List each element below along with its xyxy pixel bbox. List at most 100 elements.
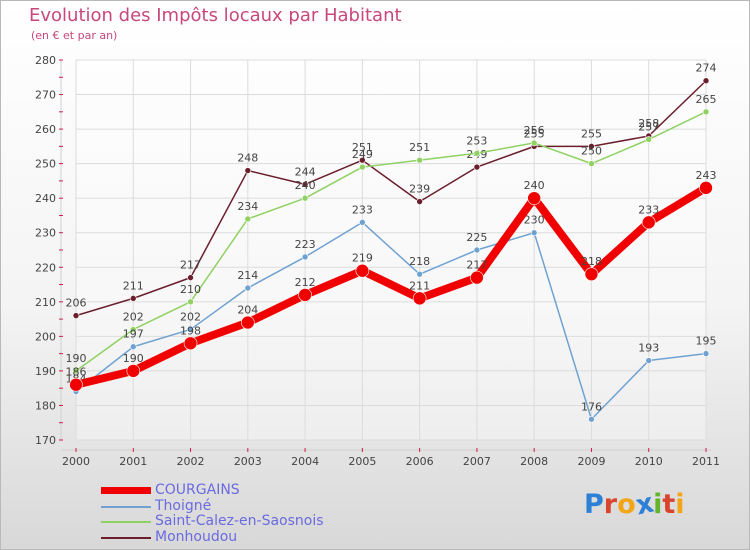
- data-point: [241, 315, 255, 330]
- data-label: 225: [466, 231, 487, 244]
- data-point: [645, 357, 653, 364]
- proxiti-logo: Proxiti: [584, 488, 685, 522]
- data-point: [416, 198, 423, 205]
- data-point: [473, 163, 481, 171]
- legend-swatch-thoigne: [101, 505, 151, 508]
- data-label: 233: [352, 203, 373, 216]
- y-tick-label: 210: [35, 296, 56, 309]
- data-label: 190: [123, 352, 144, 365]
- data-point: [359, 219, 366, 226]
- y-tick-label: 270: [35, 89, 56, 102]
- x-tick-label: 2005: [348, 455, 376, 468]
- data-point: [645, 136, 653, 143]
- data-point: [355, 263, 370, 278]
- data-label: 255: [581, 127, 602, 140]
- data-point: [244, 284, 252, 292]
- legend-label-courgains: COURGAINS: [155, 482, 240, 498]
- data-point: [527, 191, 541, 205]
- data-label: 190: [66, 352, 87, 365]
- x-tick-label: 2003: [234, 455, 262, 468]
- data-label: 249: [352, 148, 373, 161]
- legend-label-saint-calez: Saint-Calez-en-Saosnois: [155, 513, 324, 529]
- data-point: [129, 326, 137, 333]
- data-label: 244: [295, 165, 316, 178]
- data-point: [187, 298, 194, 306]
- series-line: [75, 80, 707, 317]
- data-label: 210: [180, 283, 201, 296]
- data-point: [412, 291, 427, 306]
- data-label: 251: [409, 141, 430, 154]
- y-tick-label: 240: [35, 192, 56, 205]
- x-tick-label: 2004: [291, 455, 319, 468]
- y-tick-label: 180: [35, 399, 56, 412]
- data-point: [584, 267, 599, 281]
- data-point: [72, 312, 80, 319]
- y-tick-label: 230: [35, 227, 56, 240]
- data-label: 218: [409, 255, 430, 268]
- logo-letter: P: [584, 489, 604, 520]
- x-tick-label: 2006: [406, 455, 434, 468]
- legend-swatch-saint-calez: [101, 521, 151, 523]
- data-label: 274: [696, 62, 717, 75]
- data-point: [298, 288, 312, 302]
- data-label: 211: [123, 279, 144, 292]
- data-point: [69, 377, 83, 392]
- data-label: 257: [638, 120, 659, 133]
- data-label: 223: [295, 238, 316, 251]
- x-tick-label: 2010: [635, 455, 663, 468]
- data-point: [359, 163, 366, 171]
- data-point: [641, 215, 656, 230]
- data-label: 217: [466, 259, 487, 272]
- data-label: 255: [524, 127, 545, 140]
- data-label: 250: [581, 145, 602, 158]
- chart-title: Evolution des Impôts locaux par Habitant: [29, 5, 402, 26]
- series-line: [75, 221, 707, 421]
- x-tick-label: 2000: [62, 455, 90, 468]
- series-line: [75, 184, 709, 389]
- legend-swatch-courgains: [101, 487, 151, 494]
- data-point: [301, 194, 309, 202]
- data-label: 176: [581, 400, 602, 413]
- data-label: 256: [524, 124, 545, 137]
- legend-label-thoigne: Thoigné: [155, 497, 212, 514]
- data-point: [702, 77, 710, 85]
- data-point: [416, 156, 423, 164]
- logo-letter: t: [662, 489, 676, 520]
- data-point: [187, 274, 194, 281]
- data-label: 258: [638, 117, 659, 130]
- data-point: [129, 343, 137, 351]
- series-line: [75, 111, 707, 372]
- data-point: [72, 367, 80, 375]
- data-label: 243: [696, 169, 717, 182]
- chart-subtitle: (en € et par an): [31, 29, 118, 42]
- data-point: [473, 149, 481, 157]
- data-point: [416, 270, 423, 278]
- data-label: 240: [295, 179, 316, 192]
- x-tick-label: 2007: [463, 455, 491, 468]
- data-point: [129, 295, 137, 302]
- data-point: [473, 246, 481, 254]
- logo-letter: r: [603, 489, 618, 520]
- data-label: 219: [352, 252, 373, 265]
- logo-letter: i: [675, 489, 685, 520]
- x-tick-label: 2001: [119, 455, 147, 468]
- y-tick-label: 170: [35, 434, 56, 447]
- data-point: [702, 108, 710, 116]
- data-point: [183, 336, 198, 351]
- data-point: [301, 253, 309, 261]
- data-label: 218: [581, 255, 602, 268]
- data-point: [301, 181, 309, 188]
- data-point: [530, 139, 538, 147]
- y-tick-label: 200: [35, 330, 56, 343]
- data-label: 198: [180, 324, 201, 337]
- data-label: 202: [123, 310, 144, 323]
- legend-swatch-monhoudou: [101, 536, 151, 539]
- data-label: 202: [180, 310, 201, 323]
- data-point: [187, 326, 194, 333]
- plot-area: [76, 60, 706, 440]
- data-label: 195: [696, 335, 717, 348]
